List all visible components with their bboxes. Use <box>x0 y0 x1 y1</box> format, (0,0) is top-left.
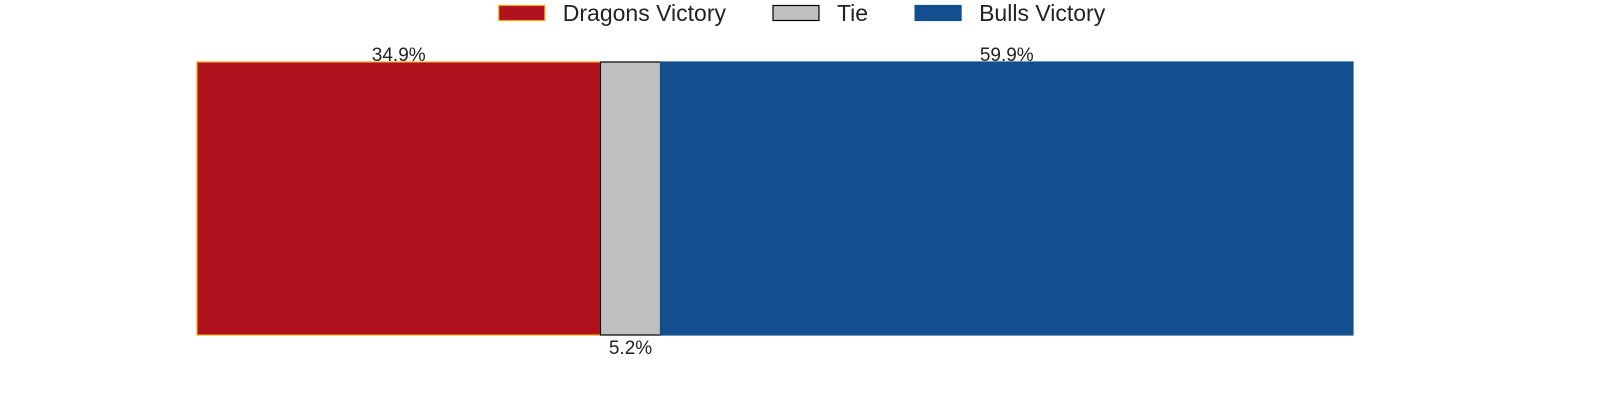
legend: Dragons Victory Tie Bulls Victory <box>498 0 1106 26</box>
legend-item-tie: Tie <box>772 0 868 26</box>
legend-item-dragons-victory: Dragons Victory <box>498 0 727 26</box>
legend-swatch-dragons-victory <box>498 4 546 22</box>
value-label-tie: 5.2% <box>609 338 652 359</box>
legend-swatch-bulls-victory <box>914 4 962 22</box>
bar-segment-tie <box>599 61 662 336</box>
value-label-dragons-victory: 34.9% <box>372 45 426 66</box>
legend-swatch-tie <box>772 4 820 22</box>
bar-segment-dragons-victory <box>196 61 602 336</box>
bar-segments <box>196 61 1354 336</box>
legend-label-bulls-victory: Bulls Victory <box>979 0 1106 26</box>
legend-item-bulls-victory: Bulls Victory <box>914 0 1106 26</box>
legend-label-dragons-victory: Dragons Victory <box>563 0 727 26</box>
value-labels: 34.9% 5.2% 59.9% <box>372 45 1034 359</box>
value-label-bulls-victory: 59.9% <box>980 45 1034 66</box>
bar-segment-bulls-victory <box>659 61 1354 336</box>
legend-label-tie: Tie <box>837 0 868 26</box>
